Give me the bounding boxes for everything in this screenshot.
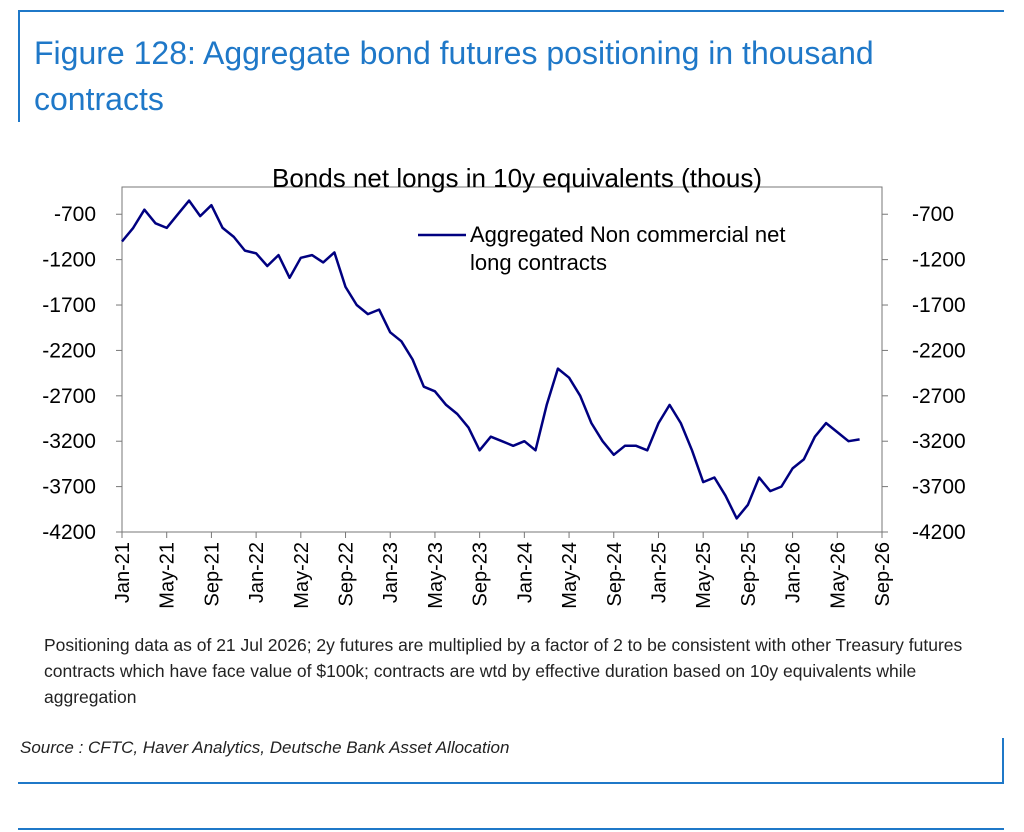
x-tick-label: Sep-21 [201,542,223,607]
x-tick-label: May-23 [425,542,447,609]
legend: Aggregated Non commercial net long contra… [418,222,786,275]
y-tick-label-right: -1700 [912,294,966,317]
chart-title: Bonds net longs in 10y equivalents (thou… [272,163,762,193]
x-tick-label: May-22 [291,542,313,609]
y-tick-label-left: -2200 [42,339,96,362]
x-tick-label: May-21 [157,542,179,609]
y-tick-label-right: -2700 [912,385,966,408]
legend-label-line: long contracts [470,250,607,275]
legend-label-line: Aggregated Non commercial net [470,222,786,247]
line-chart: Bonds net longs in 10y equivalents (thou… [42,163,966,609]
chart-container: Bonds net longs in 10y equivalents (thou… [0,150,1024,630]
x-tick-label: Jan-23 [380,542,402,603]
next-frame-top-border [18,828,1004,830]
y-tick-label-left: -4200 [42,521,96,544]
x-tick-label: Sep-26 [872,542,894,607]
y-axis-right: -700 -1200 -1700 -2200 -2700 -3200 -3700 -4200 [882,203,966,544]
frame-bottom-border [18,782,1004,784]
x-tick-label: Sep-23 [470,542,492,607]
x-tick-label: Jan-22 [246,542,268,603]
y-tick-label-left: -700 [54,203,96,226]
frame-right-border [1002,738,1004,782]
x-tick-label: Jan-21 [112,542,134,603]
y-tick-label-left: -3200 [42,430,96,453]
x-tick-label: Sep-22 [336,542,358,607]
legend-label: Aggregated Non commercial net long contra… [470,222,786,275]
y-axis-left: -700 -1200 -1700 -2200 -2700 -3200 -3700 -4200 [42,203,122,544]
y-tick-label-right: -1200 [912,249,966,272]
x-axis: Jan-21 May-21 Sep-21 Jan-22 May-22 Sep-22 Jan-… [112,532,894,609]
x-tick-label: Jan-26 [783,542,805,603]
plot-area-border [121,186,883,533]
source-line: Source : CFTC, Haver Analytics, Deutsche… [20,738,510,757]
x-tick-label: Sep-24 [604,542,626,607]
series-line [121,199,860,520]
y-tick-label-left: -1200 [42,249,96,272]
y-tick-label-right: -3200 [912,430,966,453]
series-group [121,199,860,520]
y-tick-label-right: -4200 [912,521,966,544]
x-tick-label: May-24 [559,542,581,609]
x-tick-label: May-26 [827,542,849,609]
chart-footnote: Positioning data as of 21 Jul 2026; 2y f… [44,635,963,707]
x-tick-label: May-25 [693,542,715,609]
y-tick-label-right: -3700 [912,476,966,499]
x-tick-label: Jan-25 [648,542,670,603]
frame-top-border [18,10,1004,12]
y-tick-label-left: -1700 [42,294,96,317]
y-tick-label-right: -2200 [912,339,966,362]
y-tick-label-right: -700 [912,203,954,226]
x-tick-label: Jan-24 [514,542,536,603]
x-tick-label: Sep-25 [738,542,760,607]
y-tick-label-left: -3700 [42,476,96,499]
frame-left-border [18,10,20,122]
y-tick-label-left: -2700 [42,385,96,408]
figure-title: Figure 128: Aggregate bond futures posit… [34,35,874,117]
